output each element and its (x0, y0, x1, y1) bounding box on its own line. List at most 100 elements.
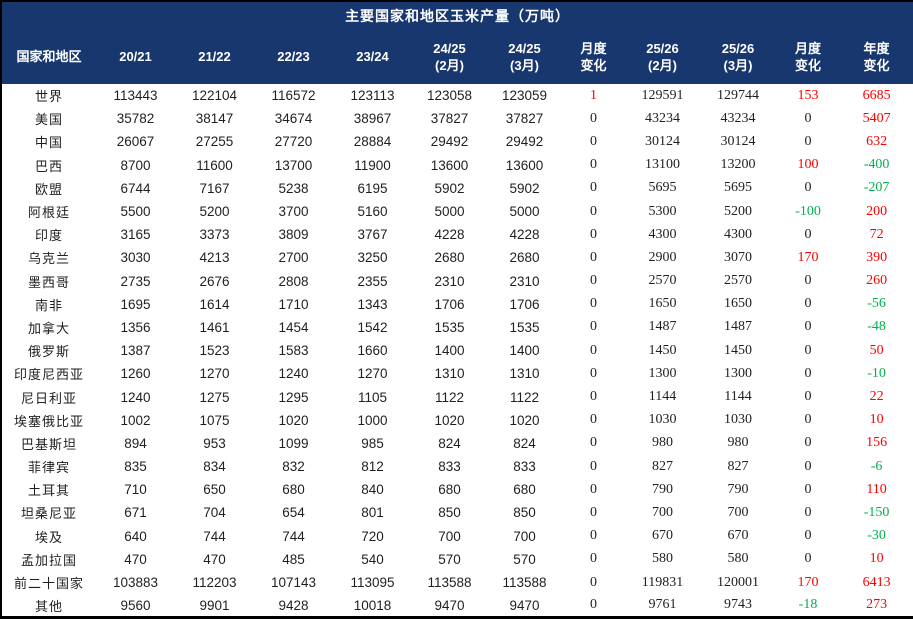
table-cell: 2676 (199, 273, 230, 289)
table-cell: 801 (361, 505, 384, 521)
table-cell: 671 (124, 505, 147, 521)
table-cell: 1020 (509, 412, 540, 428)
table-cell: 485 (282, 551, 305, 567)
table-cell: 0 (590, 458, 597, 474)
table-cell: 1523 (199, 343, 230, 359)
table-cell: 113443 (113, 88, 158, 104)
table-cell: 3767 (357, 227, 388, 243)
title-row: 主要国家和地区玉米产量（万吨） (1, 1, 913, 31)
row-label: 加拿大 (27, 320, 70, 336)
table-cell: 0 (590, 504, 597, 520)
table-cell: 1020 (434, 412, 465, 428)
table-cell: 1706 (434, 296, 465, 312)
table-cell: 0 (590, 296, 597, 312)
table-cell: 0 (590, 342, 597, 358)
table-cell: 2570 (648, 273, 677, 289)
table-cell: 980 (727, 435, 749, 451)
table-cell: 113588 (502, 575, 547, 591)
table-cell: 10 (869, 551, 884, 567)
table-cell: 390 (866, 249, 888, 265)
row-label: 中国 (34, 135, 63, 151)
table-cell: 704 (203, 505, 226, 521)
table-cell: 1240 (278, 366, 309, 382)
table-cell: 0 (804, 389, 812, 405)
table-cell: 1300 (724, 365, 752, 381)
table-row: 中国 26067 27255 27720 28884 29492 29492 0 30124 30… (1, 130, 913, 153)
table-cell: 985 (361, 435, 384, 451)
table-cell: 0 (590, 203, 597, 219)
table-cell: 129591 (641, 87, 684, 103)
table-cell: 5902 (509, 180, 540, 196)
table-cell: 0 (590, 133, 597, 149)
row-label: 乌克兰 (27, 251, 70, 267)
table-cell: 2570 (724, 273, 752, 289)
table-cell: 2700 (278, 250, 309, 266)
table-cell: 1275 (199, 389, 230, 405)
table-cell: 1650 (648, 296, 677, 312)
table-cell: 1310 (509, 366, 540, 382)
table-cell: 1144 (724, 389, 752, 405)
table-row: 世界 113443 122104 116572 123113 123058 123059 1 1… (1, 84, 913, 107)
table-cell: 5200 (724, 203, 752, 219)
table-cell: -56 (867, 296, 886, 312)
table-cell: 37827 (505, 111, 544, 127)
table-row: 尼日利亚 1240 1275 1295 1105 1122 1122 0 1144 1144 0 22 (1, 385, 913, 408)
table-cell: 5695 (724, 180, 752, 196)
table-cell: 1450 (724, 342, 752, 358)
table-cell: 29492 (430, 134, 469, 150)
table-cell: 34674 (274, 111, 313, 127)
table-cell: 0 (590, 389, 597, 405)
table-cell: 1400 (509, 343, 540, 359)
table-cell: 1356 (120, 319, 151, 335)
table-cell: 0 (804, 551, 812, 567)
table-cell: 50 (869, 342, 884, 358)
table-cell: 6195 (357, 180, 388, 196)
table-cell: 10 (869, 412, 884, 428)
row-label: 美国 (34, 112, 63, 128)
table-cell: 5300 (648, 203, 677, 219)
table-row: 坦桑尼亚 671 704 654 801 850 850 0 700 700 0 -150 (1, 501, 913, 524)
row-label: 俄罗斯 (27, 344, 70, 360)
table-cell: 26067 (116, 134, 155, 150)
column-header: 24/25 (3月) (487, 31, 562, 84)
table-cell: 1454 (278, 319, 309, 335)
table-cell: 632 (866, 133, 888, 149)
table-cell: 123059 (501, 88, 548, 104)
table-cell: 0 (804, 458, 812, 474)
column-header: 23/24 (333, 31, 412, 84)
column-header-row: 国家和地区 20/21 21/22 22/23 23/24 24/25 (2月) 24/25(… (1, 31, 913, 84)
table-cell: 3373 (199, 227, 230, 243)
table-cell: 1105 (357, 389, 388, 405)
table-cell: 0 (804, 110, 812, 126)
table-cell: 1270 (199, 366, 230, 382)
table-cell: -400 (863, 157, 890, 173)
row-label: 巴西 (34, 158, 63, 174)
table-header: 主要国家和地区玉米产量（万吨） 国家和地区 20/21 21/22 22/23 23/2… (1, 1, 913, 84)
table-cell: 850 (438, 505, 461, 521)
table-cell: 0 (804, 435, 812, 451)
table-cell: 0 (804, 133, 812, 149)
table-cell: 28884 (353, 134, 392, 150)
table-cell: 1535 (434, 319, 465, 335)
table-cell: 0 (590, 273, 597, 289)
table-cell: 470 (124, 551, 147, 567)
table-cell: 953 (203, 435, 226, 451)
table-cell: 0 (590, 180, 597, 196)
table-body: 世界 113443 122104 116572 123113 123058 123059 1 1… (1, 84, 913, 618)
table-cell: 6413 (862, 574, 891, 590)
table-cell: 0 (804, 504, 812, 520)
table-row: 欧盟 6744 7167 5238 6195 5902 5902 0 5695 5695 0 -207 (1, 177, 913, 200)
table-cell: 1461 (199, 319, 230, 335)
table-cell: 894 (124, 435, 147, 451)
table-cell: 1387 (120, 343, 151, 359)
table-cell: 1650 (724, 296, 752, 312)
table-cell: 2808 (278, 273, 309, 289)
table-cell: 0 (804, 412, 812, 428)
table-row: 其他 9560 9901 9428 10018 9470 9470 0 9761 9743 -18 2… (1, 594, 913, 617)
table-cell: 0 (590, 528, 597, 544)
table-cell: 580 (652, 551, 673, 567)
row-label: 埃塞俄比亚 (13, 413, 84, 429)
table-cell: 470 (203, 551, 226, 567)
table-cell: 5160 (357, 204, 388, 220)
